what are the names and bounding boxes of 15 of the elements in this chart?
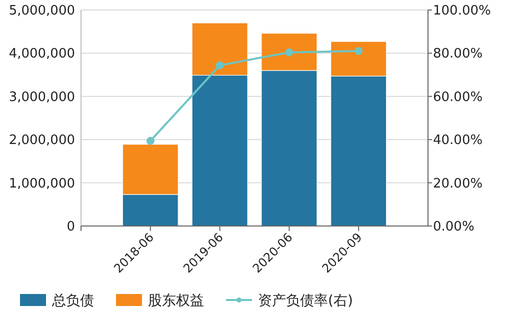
y2-tick-label: 0.00%: [433, 220, 474, 234]
y2-tick-label: 20.00%: [433, 176, 483, 192]
y2-tick-label: 80.00%: [433, 46, 483, 62]
y2-tick-label: 40.00%: [433, 133, 483, 148]
legend-label: 资产负债率(右): [258, 293, 353, 309]
y-tick-label: 2,000,000: [8, 133, 75, 148]
y-tick-label: 0: [66, 220, 75, 234]
y2-tick-label: 100.00%: [433, 4, 491, 18]
legend-label: 股东权益: [148, 293, 204, 309]
y-tick-label: 4,000,000: [8, 46, 75, 62]
y2-tick-label: 60.00%: [433, 90, 483, 105]
legend-label: 总负债: [51, 293, 94, 309]
y-tick-label: 5,000,000: [8, 4, 75, 18]
y-tick-label: 3,000,000: [8, 90, 75, 105]
y-tick-label: 1,000,000: [8, 176, 75, 192]
